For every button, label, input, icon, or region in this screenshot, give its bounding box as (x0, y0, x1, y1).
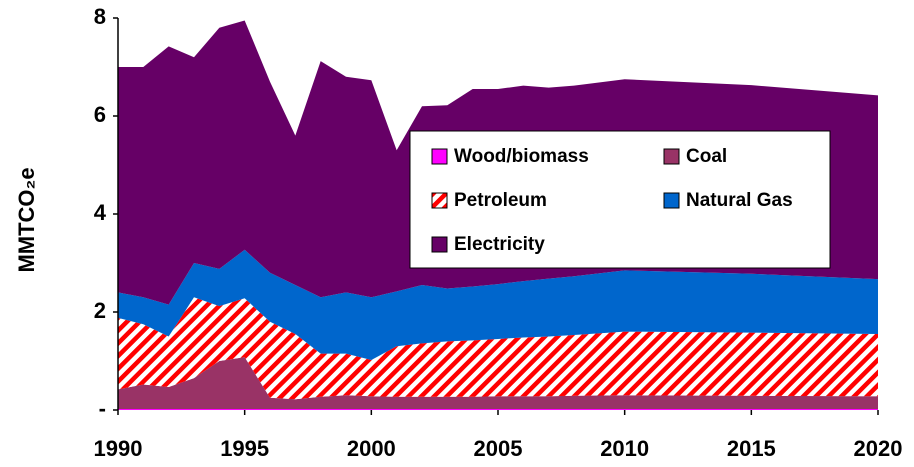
x-tick-label: 2005 (474, 436, 523, 461)
x-tick-label: 2000 (347, 436, 396, 461)
legend-swatch (663, 148, 680, 165)
legend-label: Wood/biomass (454, 146, 589, 167)
y-tick-label: 6 (94, 102, 106, 127)
x-tick-label: 1990 (94, 436, 143, 461)
legend-box (409, 130, 831, 269)
x-tick-label: 2010 (600, 436, 649, 461)
y-axis-label: MMTCO₂e (14, 167, 39, 272)
y-tick-label: - (99, 396, 106, 421)
x-tick-label: 1995 (220, 436, 269, 461)
area (118, 409, 878, 410)
area (118, 249, 878, 361)
x-tick-label: 2015 (727, 436, 776, 461)
legend-label: Coal (686, 146, 727, 167)
y-tick-label: 2 (94, 298, 106, 323)
legend: Wood/biomass Coal Petroleum Natural Gas Elec… (409, 130, 831, 269)
x-tick-label: 2020 (854, 436, 903, 461)
y-tick-label: 4 (94, 200, 107, 225)
legend-label: Natural Gas (686, 190, 793, 211)
legend-swatch (431, 236, 448, 253)
legend-label: Petroleum (454, 190, 547, 211)
legend-swatch (431, 148, 448, 165)
legend-label: Electricity (454, 234, 545, 255)
area (118, 297, 878, 400)
y-tick-label: 8 (94, 4, 106, 29)
legend-swatch (431, 192, 448, 209)
area (118, 357, 878, 410)
legend-swatch (663, 192, 680, 209)
